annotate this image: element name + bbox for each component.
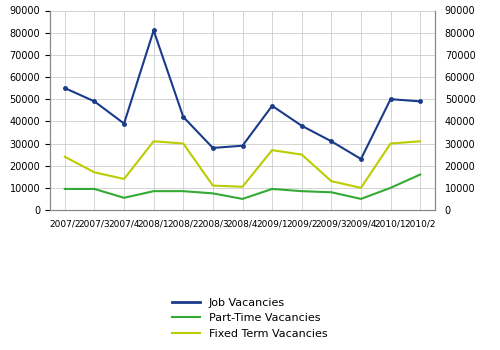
Job Vacancies <box>269 104 275 108</box>
Part-Time Vacancies <box>417 173 423 177</box>
Job Vacancies <box>150 28 156 33</box>
Job Vacancies <box>328 139 334 144</box>
Line: Part-Time Vacancies: Part-Time Vacancies <box>65 175 420 199</box>
Fixed Term Vacancies <box>417 139 423 144</box>
Line: Job Vacancies: Job Vacancies <box>63 29 422 161</box>
Job Vacancies <box>417 99 423 104</box>
Legend: Job Vacancies, Part-Time Vacancies, Fixed Term Vacancies: Job Vacancies, Part-Time Vacancies, Fixe… <box>167 292 333 344</box>
Fixed Term Vacancies <box>210 183 216 188</box>
Part-Time Vacancies <box>298 189 304 193</box>
Fixed Term Vacancies <box>62 155 68 159</box>
Job Vacancies <box>298 124 304 128</box>
Fixed Term Vacancies <box>298 153 304 157</box>
Part-Time Vacancies <box>358 197 364 201</box>
Part-Time Vacancies <box>121 196 127 200</box>
Fixed Term Vacancies <box>180 141 186 146</box>
Job Vacancies <box>210 146 216 150</box>
Job Vacancies <box>121 121 127 126</box>
Fixed Term Vacancies <box>121 177 127 181</box>
Job Vacancies <box>62 86 68 90</box>
Part-Time Vacancies <box>388 186 394 190</box>
Part-Time Vacancies <box>92 187 98 191</box>
Fixed Term Vacancies <box>358 186 364 190</box>
Job Vacancies <box>240 144 246 148</box>
Part-Time Vacancies <box>180 189 186 193</box>
Fixed Term Vacancies <box>388 141 394 146</box>
Part-Time Vacancies <box>328 190 334 194</box>
Job Vacancies <box>358 157 364 161</box>
Fixed Term Vacancies <box>92 170 98 174</box>
Fixed Term Vacancies <box>269 148 275 152</box>
Fixed Term Vacancies <box>328 179 334 183</box>
Part-Time Vacancies <box>210 191 216 195</box>
Part-Time Vacancies <box>240 197 246 201</box>
Fixed Term Vacancies <box>150 139 156 144</box>
Part-Time Vacancies <box>269 187 275 191</box>
Part-Time Vacancies <box>150 189 156 193</box>
Job Vacancies <box>180 115 186 119</box>
Line: Fixed Term Vacancies: Fixed Term Vacancies <box>65 141 420 188</box>
Job Vacancies <box>92 99 98 104</box>
Job Vacancies <box>388 97 394 101</box>
Part-Time Vacancies <box>62 187 68 191</box>
Fixed Term Vacancies <box>240 185 246 189</box>
